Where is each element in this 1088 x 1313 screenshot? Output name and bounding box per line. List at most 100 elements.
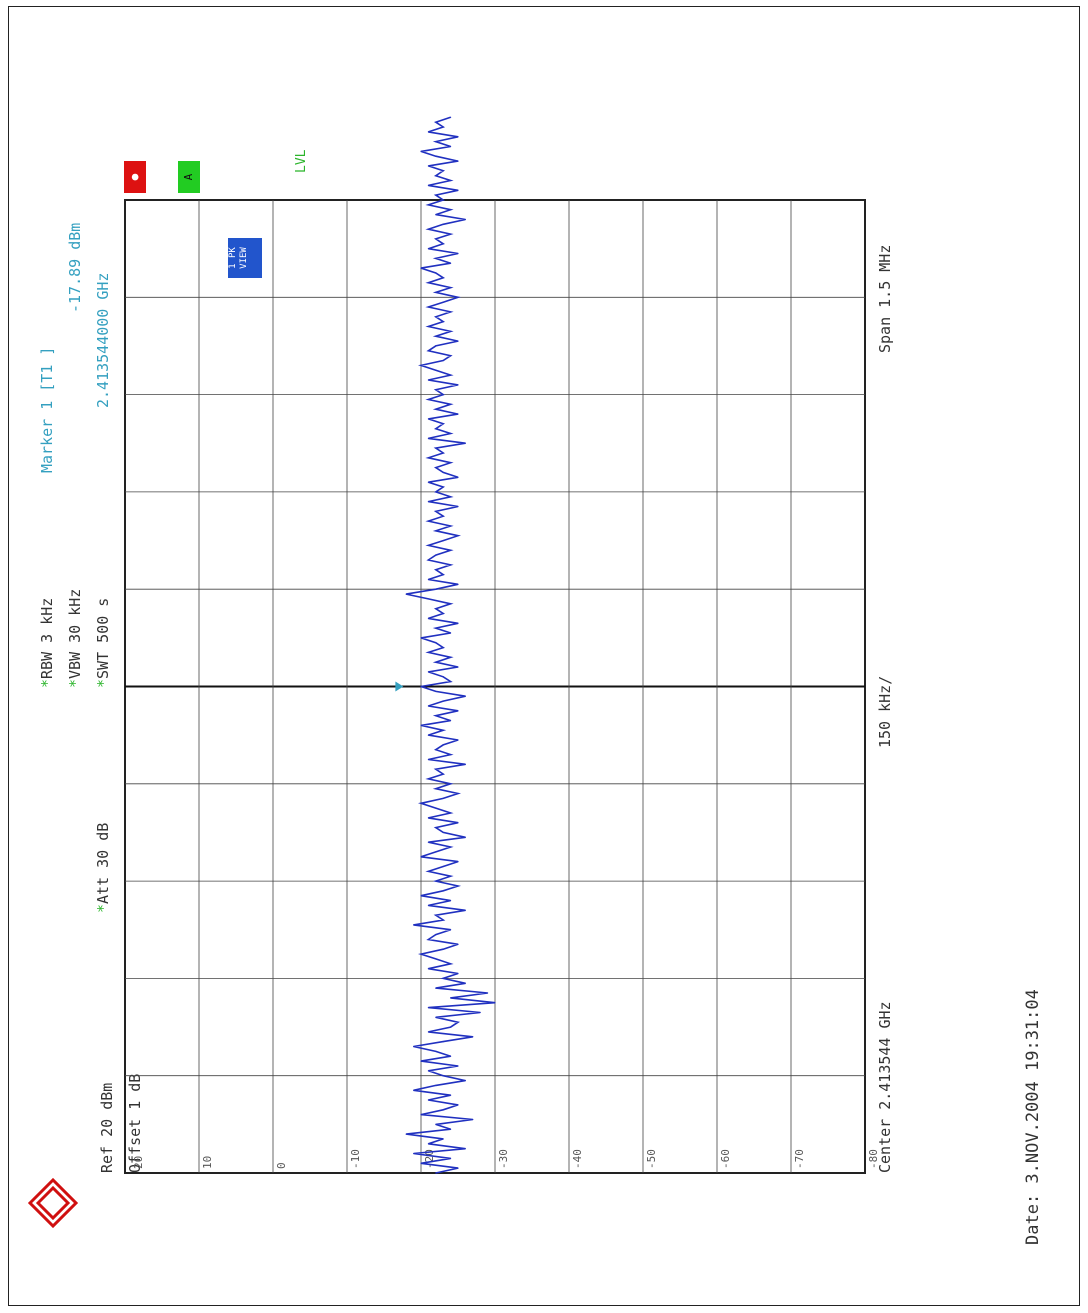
trace-point xyxy=(450,719,452,722)
trace-point xyxy=(450,783,452,785)
trace-point xyxy=(427,350,429,352)
trace-point xyxy=(450,632,452,634)
trace-point xyxy=(457,1167,459,1169)
trace-point xyxy=(450,209,452,211)
trace-point xyxy=(464,1148,466,1150)
trace-point xyxy=(435,1084,437,1087)
page-frame xyxy=(8,6,1080,1306)
trace-point xyxy=(442,393,444,396)
trace-point xyxy=(464,982,466,984)
trace-point xyxy=(427,184,429,187)
trace-point xyxy=(413,1045,415,1048)
trace-point xyxy=(442,539,444,542)
trace-point xyxy=(442,831,444,834)
trace-point xyxy=(442,515,444,517)
trace-point xyxy=(442,126,444,128)
trace-point xyxy=(427,398,429,401)
trace-point xyxy=(420,856,422,858)
trace-point xyxy=(464,442,466,444)
trace-point xyxy=(413,1152,415,1155)
span-label: Span 1.5 MHz xyxy=(876,244,894,353)
trace-point xyxy=(435,807,437,809)
trace-point xyxy=(472,1118,474,1121)
trace-point xyxy=(435,1050,437,1052)
trace-point xyxy=(457,943,459,945)
trace-point xyxy=(435,749,437,751)
trace-point xyxy=(435,466,437,469)
trace-point xyxy=(442,865,444,868)
trace-point xyxy=(413,1089,415,1091)
trace-point xyxy=(450,525,452,527)
trace-point xyxy=(435,690,437,692)
trace-point xyxy=(442,1138,444,1140)
trace-point xyxy=(427,437,429,439)
trace-point xyxy=(457,189,459,191)
trace-point xyxy=(457,622,459,624)
trace-point xyxy=(442,612,444,615)
trace-point xyxy=(450,403,452,405)
trace-point xyxy=(450,179,452,182)
trace-point xyxy=(435,554,437,556)
trace-point xyxy=(494,1002,496,1004)
trace-point xyxy=(442,890,444,892)
trace-point xyxy=(450,355,452,357)
trace-point xyxy=(442,471,444,474)
trace-point xyxy=(442,574,444,576)
trace-point xyxy=(450,233,452,235)
trace-point xyxy=(442,773,444,775)
trace-point xyxy=(435,530,437,532)
trace-line xyxy=(406,116,496,1174)
trace-point xyxy=(457,666,459,668)
trace-point xyxy=(420,637,422,639)
trace-point xyxy=(427,578,429,581)
trace-point xyxy=(472,1036,474,1038)
trace-point xyxy=(450,330,452,332)
trace-point xyxy=(420,802,422,804)
trace-point xyxy=(442,359,444,362)
trace-point xyxy=(427,501,429,503)
trace-point xyxy=(427,671,429,673)
trace-point xyxy=(435,880,437,882)
trace-point xyxy=(450,997,452,999)
trace-point xyxy=(442,797,444,799)
trace-point xyxy=(435,272,437,274)
trace-point xyxy=(457,972,459,975)
trace-point xyxy=(464,763,466,765)
trace-point xyxy=(442,223,444,225)
trace-point xyxy=(427,559,429,561)
trace-point xyxy=(435,141,437,143)
trace-point xyxy=(435,408,437,410)
trace-point xyxy=(435,608,437,610)
trace-point xyxy=(427,544,429,547)
trace-point xyxy=(427,1031,429,1033)
trace-point xyxy=(464,695,466,697)
trace-point xyxy=(420,895,422,897)
trace-point xyxy=(413,924,415,926)
trace-point xyxy=(457,160,459,162)
trace-point xyxy=(435,1172,437,1174)
trace-point xyxy=(427,904,429,907)
trace-point xyxy=(427,1143,429,1145)
trace-point xyxy=(442,423,444,425)
trace-point xyxy=(457,1104,459,1106)
trace-point xyxy=(450,963,452,965)
trace-point xyxy=(442,277,444,279)
trace-point xyxy=(435,345,437,347)
trace-point xyxy=(420,953,422,955)
trace-point xyxy=(435,914,437,916)
trace-point xyxy=(427,204,429,206)
trace-point xyxy=(427,228,429,230)
trace-point xyxy=(442,977,444,979)
trace-point xyxy=(457,861,459,863)
trace-point xyxy=(457,792,459,795)
trace-point xyxy=(450,603,452,605)
trace-point xyxy=(442,486,444,488)
trace-point xyxy=(457,1021,459,1023)
trace-point xyxy=(457,535,459,537)
trace-point xyxy=(464,909,466,911)
trace-point xyxy=(420,364,422,367)
trace-point xyxy=(435,826,437,829)
trace-point xyxy=(435,627,437,629)
trace-point xyxy=(450,846,452,848)
trace-point xyxy=(450,681,452,683)
